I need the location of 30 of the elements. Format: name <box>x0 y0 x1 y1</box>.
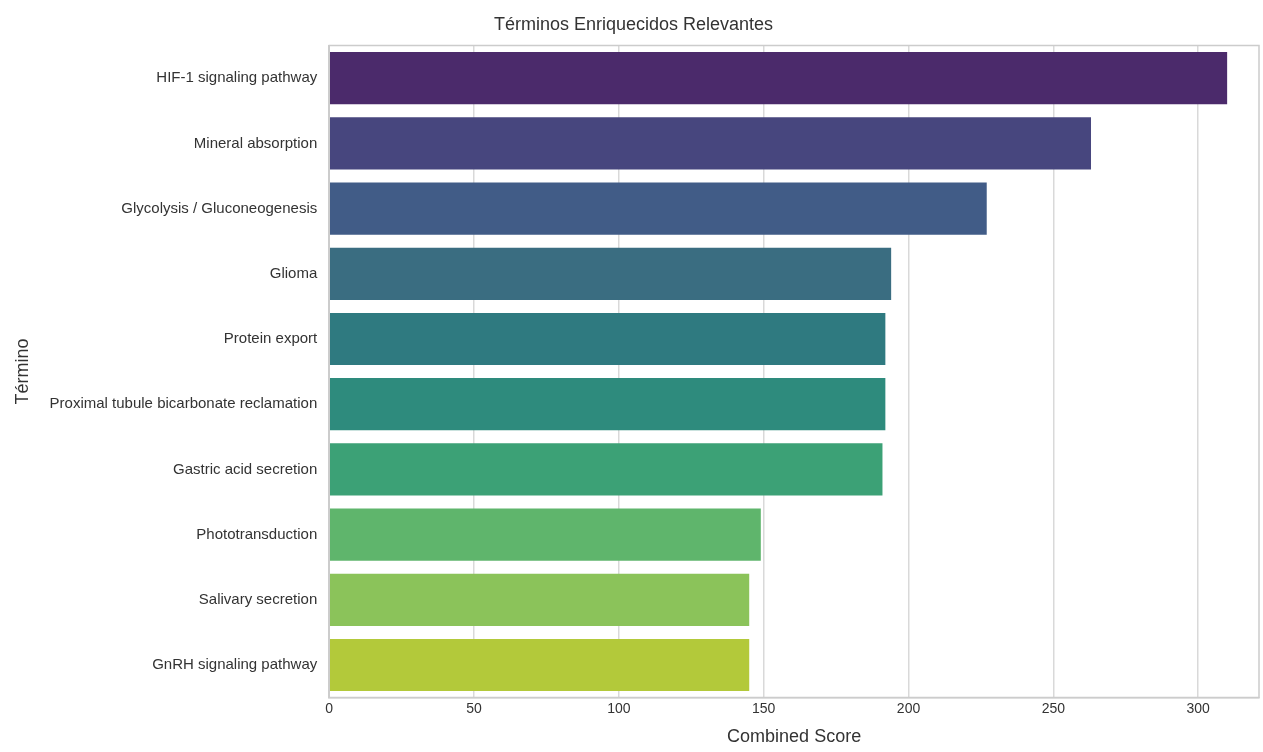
x-tick-label: 250 <box>1041 699 1066 716</box>
bar <box>329 312 886 366</box>
y-tick-label: Salivary secretion <box>198 589 318 607</box>
x-tick-label: 200 <box>896 699 921 716</box>
x-tick-label: 100 <box>607 699 631 716</box>
x-tick-label: 0 <box>325 699 334 716</box>
bar <box>329 378 886 431</box>
x-tick-label: 150 <box>752 699 776 716</box>
y-tick-label: Glioma <box>269 263 318 281</box>
x-axis-title: Combined Score <box>727 726 862 747</box>
y-tick-label: Proximal tubule bicarbonate reclamation <box>49 394 318 412</box>
bar <box>329 443 883 496</box>
chart-title: Términos Enriquecidos Relevantes <box>493 13 774 34</box>
x-tick-label: 300 <box>1186 699 1211 716</box>
bar <box>329 573 750 626</box>
x-tick-label: 50 <box>466 699 483 716</box>
bar <box>329 52 1228 105</box>
bar <box>329 117 1092 170</box>
y-tick-label: Glycolysis / Gluconeogenesis <box>121 198 318 216</box>
y-tick-label: Gastric acid secretion <box>173 459 318 477</box>
bar <box>329 182 987 235</box>
y-tick-label: GnRH signaling pathway <box>152 655 318 673</box>
y-tick-label: Mineral absorption <box>193 133 318 151</box>
bar <box>329 508 761 561</box>
y-axis-title: Término <box>11 338 32 405</box>
bar <box>329 638 750 692</box>
y-tick-label: Protein export <box>223 329 319 347</box>
y-tick-label: HIF-1 signaling pathway <box>156 68 318 86</box>
bar <box>329 247 892 300</box>
y-tick-label: Phototransduction <box>196 524 318 542</box>
